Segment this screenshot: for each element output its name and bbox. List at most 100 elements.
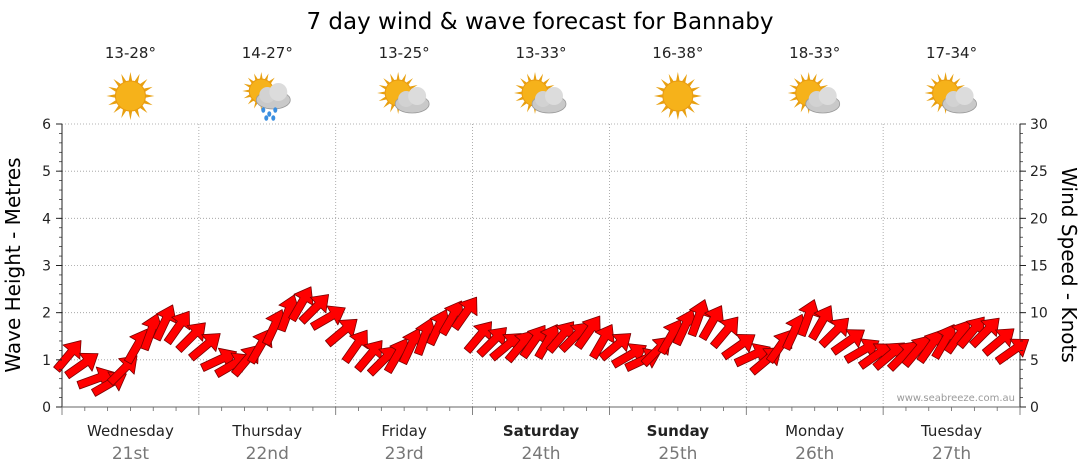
sun-ray	[926, 84, 935, 90]
day-temperature: 13-28°	[105, 44, 156, 62]
day-temperature: 13-33°	[515, 44, 566, 62]
sun-ray	[259, 72, 263, 80]
wind-arrow	[994, 338, 1030, 365]
wind-arrow	[710, 316, 739, 350]
partly-cloudy-icon	[514, 72, 567, 114]
sun-ray	[134, 109, 140, 119]
sun-ray	[660, 105, 669, 113]
grid-lines	[62, 123, 1020, 407]
sun-ray	[924, 91, 933, 95]
sun-ray	[681, 109, 688, 119]
right-tick-label: 10	[1030, 306, 1048, 322]
rain-cloud-icon	[242, 72, 291, 121]
sun-ray	[676, 110, 680, 120]
sun-ray	[937, 73, 943, 82]
day-date-label: 23rd	[385, 444, 424, 464]
right-tick-label: 15	[1030, 259, 1048, 275]
wind-arrow	[797, 299, 820, 338]
sun-disc	[114, 80, 146, 112]
day-temperature: 14-27°	[242, 44, 293, 62]
sun-ray	[139, 105, 148, 113]
sun-icon	[653, 72, 702, 120]
wind-arrow	[830, 329, 865, 356]
sun-ray	[396, 72, 400, 81]
rain-drop	[261, 107, 266, 113]
sun-ray	[383, 78, 391, 85]
wind-arrow-shape	[598, 333, 632, 362]
credit-text: www.seabreeze.com.au	[897, 393, 1015, 404]
wind-arrow-shape	[451, 296, 478, 331]
day-name-label: Tuesday	[920, 422, 982, 440]
wind-arrow-shape	[163, 310, 191, 346]
left-axis-ticks: 0 1 2 3 4 5 6	[42, 117, 62, 416]
sun-ray	[515, 96, 524, 102]
left-axis-title: Wave Height - Metres	[1, 157, 25, 372]
right-tick-label: 5	[1030, 353, 1039, 369]
wind-arrow	[298, 294, 330, 325]
sun-ray	[390, 104, 395, 113]
cloud-puff	[408, 87, 427, 105]
sun-ray	[254, 73, 259, 81]
sun-ray	[800, 104, 806, 113]
right-tick-label: 20	[1030, 211, 1048, 227]
sun-ray	[401, 73, 407, 82]
sun-ray	[546, 84, 555, 90]
wind-arrow-shape	[808, 305, 834, 341]
partly-cloudy-icon	[787, 72, 841, 114]
sun-ray	[956, 84, 965, 90]
left-tick-label: 3	[42, 259, 51, 275]
sun-ray	[134, 73, 140, 83]
sun-ray	[377, 91, 386, 95]
wind-arrow-shape	[994, 338, 1030, 365]
wind-arrow-shape	[589, 324, 615, 360]
rain-drop	[267, 111, 272, 117]
wind-arrow-shape	[341, 329, 368, 364]
day-date-label: 24th	[521, 444, 560, 464]
wind-arrow-shape	[710, 316, 739, 350]
wind-arrow-shape	[830, 329, 865, 356]
wind-arrow-shape	[310, 305, 346, 331]
sun-ray	[690, 100, 701, 106]
sun-ray	[121, 109, 127, 119]
cloud-puff	[269, 83, 288, 101]
sun-icon	[106, 72, 155, 120]
day-temperature: 18-33°	[789, 44, 840, 62]
wind-arrow	[288, 286, 314, 323]
wind-arrows	[53, 286, 1030, 397]
sun-ray	[264, 73, 269, 81]
sun-ray	[108, 100, 118, 106]
sun-ray	[139, 79, 148, 87]
sun-ray	[655, 100, 665, 106]
wind-arrow	[53, 340, 82, 373]
wind-arrow-shape	[288, 286, 314, 323]
day-name-label: Friday	[381, 422, 427, 440]
wind-arrow-shape	[981, 328, 1015, 357]
wind-arrow-shape	[969, 317, 1000, 349]
wind-arrow	[341, 329, 368, 364]
plot-area	[53, 123, 1030, 408]
day-date-label: 22nd	[246, 444, 289, 464]
sun-ray	[793, 78, 801, 85]
sun-ray	[653, 94, 663, 98]
sun-ray	[526, 104, 532, 113]
wind-arrow-shape	[175, 322, 206, 353]
sun-ray	[113, 105, 122, 113]
sun-ray	[378, 96, 387, 102]
sun-ray	[816, 78, 824, 85]
day-temperature: 17-34°	[926, 44, 977, 62]
wind-arrow-shape	[721, 333, 756, 361]
rain-drop	[264, 115, 269, 121]
day-labels: Wednesday 21st Thursday 22nd Friday 23rd Satur…	[61, 407, 1021, 464]
sun-ray	[676, 72, 680, 82]
rain-drop	[273, 107, 278, 113]
sun-ray	[807, 72, 811, 81]
sun-ray	[143, 86, 153, 92]
sun-ray	[243, 94, 251, 99]
sun-ray	[520, 78, 527, 85]
day-temperature: 16-38°	[652, 44, 703, 62]
sun-ray	[787, 91, 796, 95]
chart-title: 7 day wind & wave forecast for Bannaby	[306, 9, 773, 35]
left-tick-label: 0	[42, 400, 51, 416]
sun-ray	[687, 79, 695, 87]
wind-arrow	[808, 305, 834, 341]
